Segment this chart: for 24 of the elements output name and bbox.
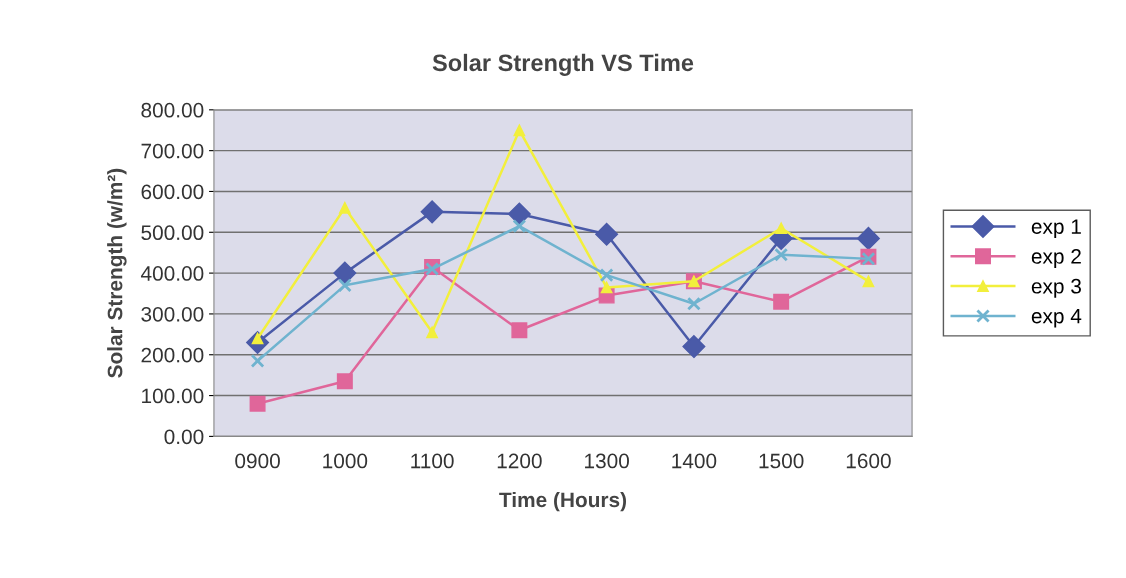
x-tick-label: 1000 (323, 453, 368, 469)
y-tick-label: 0.00 (164, 429, 204, 445)
y-tick-label: 600.00 (141, 184, 204, 200)
x-axis-title: Time (Hours) (499, 491, 627, 512)
y-tick-label: 500.00 (141, 225, 204, 241)
y-tick-label: 700.00 (141, 143, 204, 159)
x-tick-label: 1300 (585, 453, 629, 469)
y-tick-label: 200.00 (141, 347, 204, 363)
x-tick-label: 1200 (497, 453, 542, 469)
legend-label: exp 4 (1031, 308, 1082, 328)
chart-title: Solar Strength VS Time (432, 53, 694, 76)
x-tick-label: 1100 (411, 453, 454, 469)
legend-label: exp 3 (1031, 278, 1081, 298)
x-tick-label: 0900 (235, 453, 280, 469)
x-tick-label: 1400 (672, 453, 717, 469)
x-tick-label: 1500 (759, 453, 804, 469)
y-tick-label: 400.00 (140, 266, 204, 281)
y-axis-title: Solar Strength (w/m²) (107, 168, 127, 378)
legend-label: exp 2 (1031, 249, 1081, 268)
y-tick-label: 300.00 (141, 306, 204, 322)
legend-label: exp 1 (1031, 219, 1081, 239)
x-tick-label: 1600 (846, 453, 891, 469)
y-tick-label: 800.00 (141, 102, 204, 118)
y-tick-label: 100.00 (142, 388, 204, 404)
